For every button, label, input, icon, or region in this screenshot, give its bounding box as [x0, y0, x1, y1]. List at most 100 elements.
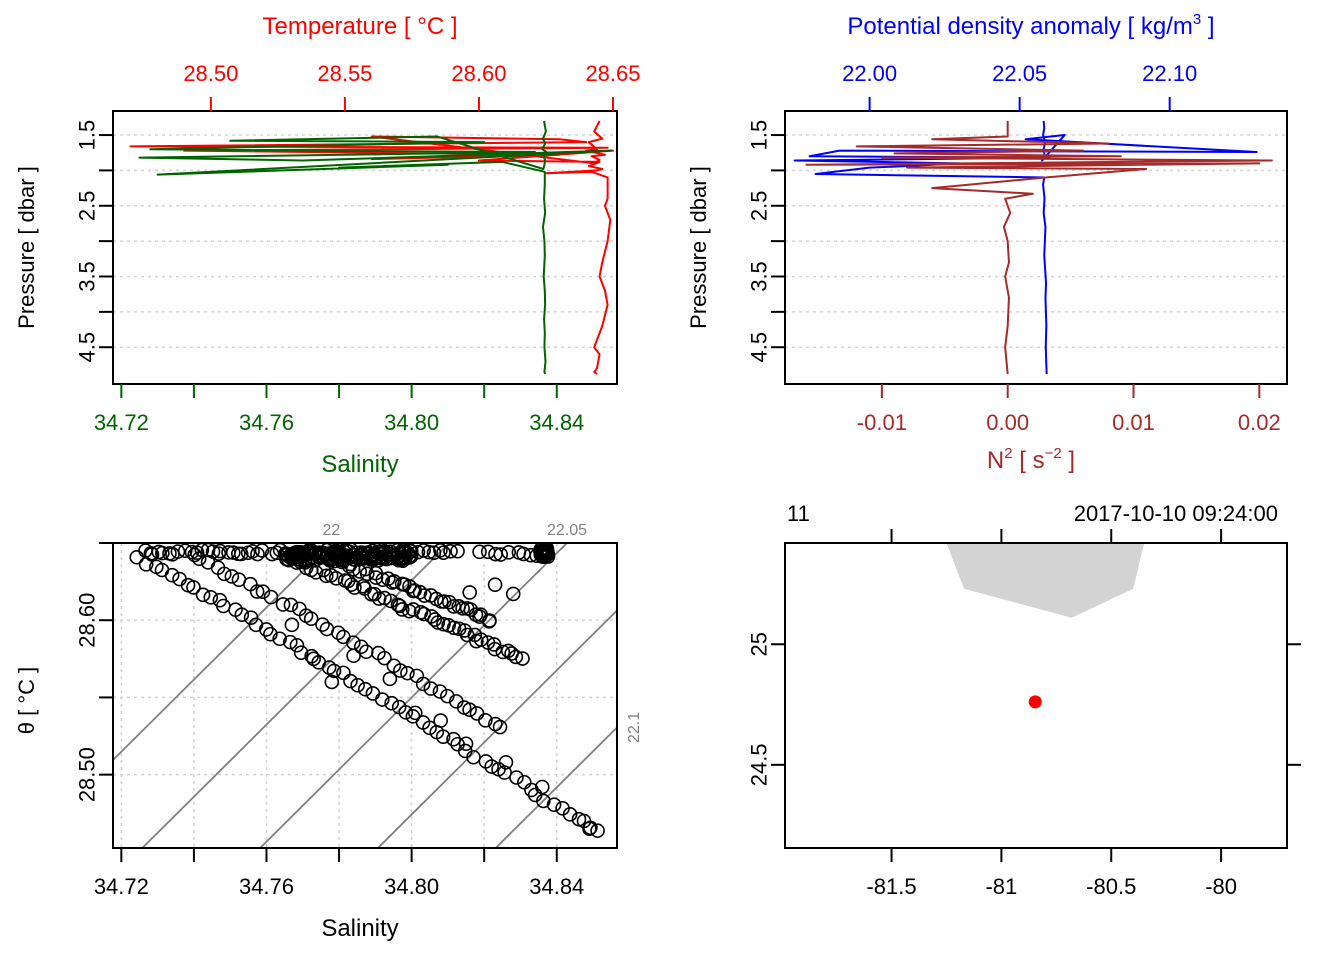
data-point [323, 547, 339, 562]
n2-axis-tick-label: 0.02 [1238, 410, 1281, 435]
salinity-axis-title: Salinity [321, 915, 398, 942]
data-point [421, 544, 437, 560]
data-point [249, 584, 265, 599]
data-point [462, 585, 477, 600]
plot-frame [784, 110, 1288, 385]
data-point [384, 695, 399, 711]
data-point [284, 617, 300, 633]
data-point [144, 547, 160, 562]
series-salinity [138, 120, 613, 375]
temperature-axis-title: Temperature [ °C ] [263, 13, 458, 40]
pressure-axis-title: Pressure [ dbar ] [686, 166, 711, 329]
data-point [537, 545, 553, 561]
salinity-axis-tick-label: 34.72 [94, 410, 149, 435]
data-point [436, 545, 451, 560]
data-point [324, 674, 340, 690]
pressure-axis-tick-label: 2.5 [747, 190, 772, 221]
data-point [283, 597, 299, 613]
data-point [515, 651, 530, 666]
data-point [387, 574, 402, 589]
data-point [432, 684, 448, 699]
temperature-axis-tick-label: 28.50 [183, 61, 238, 86]
temperature-axis-tick-label: 28.65 [585, 61, 640, 86]
data-point [377, 550, 393, 565]
data-point [590, 823, 605, 838]
salinity-axis-tick-label: 34.80 [384, 410, 439, 435]
station-time-label: 2017-10-10 09:24:00 [1074, 501, 1278, 526]
data-point [508, 649, 524, 665]
data-point [186, 580, 201, 595]
data-point [288, 545, 303, 560]
data-point [203, 590, 219, 605]
land-polygon [946, 543, 1145, 618]
data-point [462, 702, 477, 718]
density-axis-tick-label: 22.00 [842, 61, 897, 86]
data-point [400, 545, 416, 561]
data-point [484, 759, 499, 774]
data-point [423, 681, 439, 696]
data-point [343, 673, 358, 689]
longitude-tick-label: -80.5 [1086, 874, 1136, 899]
pressure-axis-tick-label: 4.5 [75, 332, 100, 363]
data-point [505, 586, 521, 602]
data-point [472, 609, 487, 624]
data-point [412, 584, 428, 600]
data-point [469, 706, 485, 721]
plot-frame [112, 542, 618, 849]
data-point [422, 720, 437, 736]
map-frame [784, 542, 1288, 849]
temperature-axis-tick-label: 28.60 [451, 61, 506, 86]
n2-axis-title: N2 [ s−2 ] [987, 445, 1075, 474]
data-point [446, 731, 461, 747]
data-point [400, 665, 415, 681]
data-point [407, 705, 423, 721]
data-point [382, 671, 398, 687]
pressure-axis-tick-label: 1.5 [75, 120, 100, 151]
data-point [359, 566, 375, 582]
salinity-axis-tick-label: 34.76 [239, 410, 294, 435]
data-point [282, 634, 298, 650]
data-point [170, 544, 186, 559]
data-point [263, 626, 278, 642]
data-point [278, 546, 293, 561]
data-point [458, 736, 474, 752]
data-point [195, 587, 211, 603]
data-point [442, 594, 457, 610]
theta-axis-tick-label: 28.60 [75, 593, 100, 648]
data-point [303, 611, 319, 626]
data-point [216, 566, 232, 582]
latitude-tick-label: 25 [747, 632, 772, 656]
temperature-axis-tick-label: 28.55 [317, 61, 372, 86]
data-point [357, 681, 373, 697]
data-point [315, 617, 330, 632]
data-point [497, 765, 512, 780]
data-point [443, 543, 458, 559]
data-point [534, 779, 550, 795]
salinity-axis-title: Salinity [321, 451, 398, 478]
data-point [243, 610, 259, 625]
pressure-axis-title: Pressure [ dbar ] [14, 166, 39, 329]
station-marker [1028, 695, 1042, 709]
data-point [486, 637, 502, 652]
data-point [377, 650, 392, 666]
theta-axis-title: θ [ °C ] [14, 667, 39, 734]
station-id-label: 11 [787, 501, 810, 526]
data-point [263, 589, 279, 605]
data-point [562, 807, 578, 822]
data-point [177, 543, 193, 559]
data-point [473, 632, 489, 647]
data-point [243, 576, 258, 592]
pressure-axis-tick-label: 1.5 [747, 120, 772, 151]
density-axis-tick-label: 22.05 [992, 61, 1047, 86]
data-point [143, 545, 159, 561]
series-n2 [805, 120, 1273, 375]
data-point [430, 615, 446, 630]
plot-frame [112, 110, 618, 385]
series-temperature [129, 120, 614, 375]
salinity-axis-tick-label: 34.76 [239, 874, 294, 899]
salinity-axis-tick-label: 34.84 [529, 874, 584, 899]
data-points [129, 543, 605, 838]
data-point [546, 797, 562, 812]
data-point [375, 572, 391, 588]
data-point [233, 546, 249, 562]
